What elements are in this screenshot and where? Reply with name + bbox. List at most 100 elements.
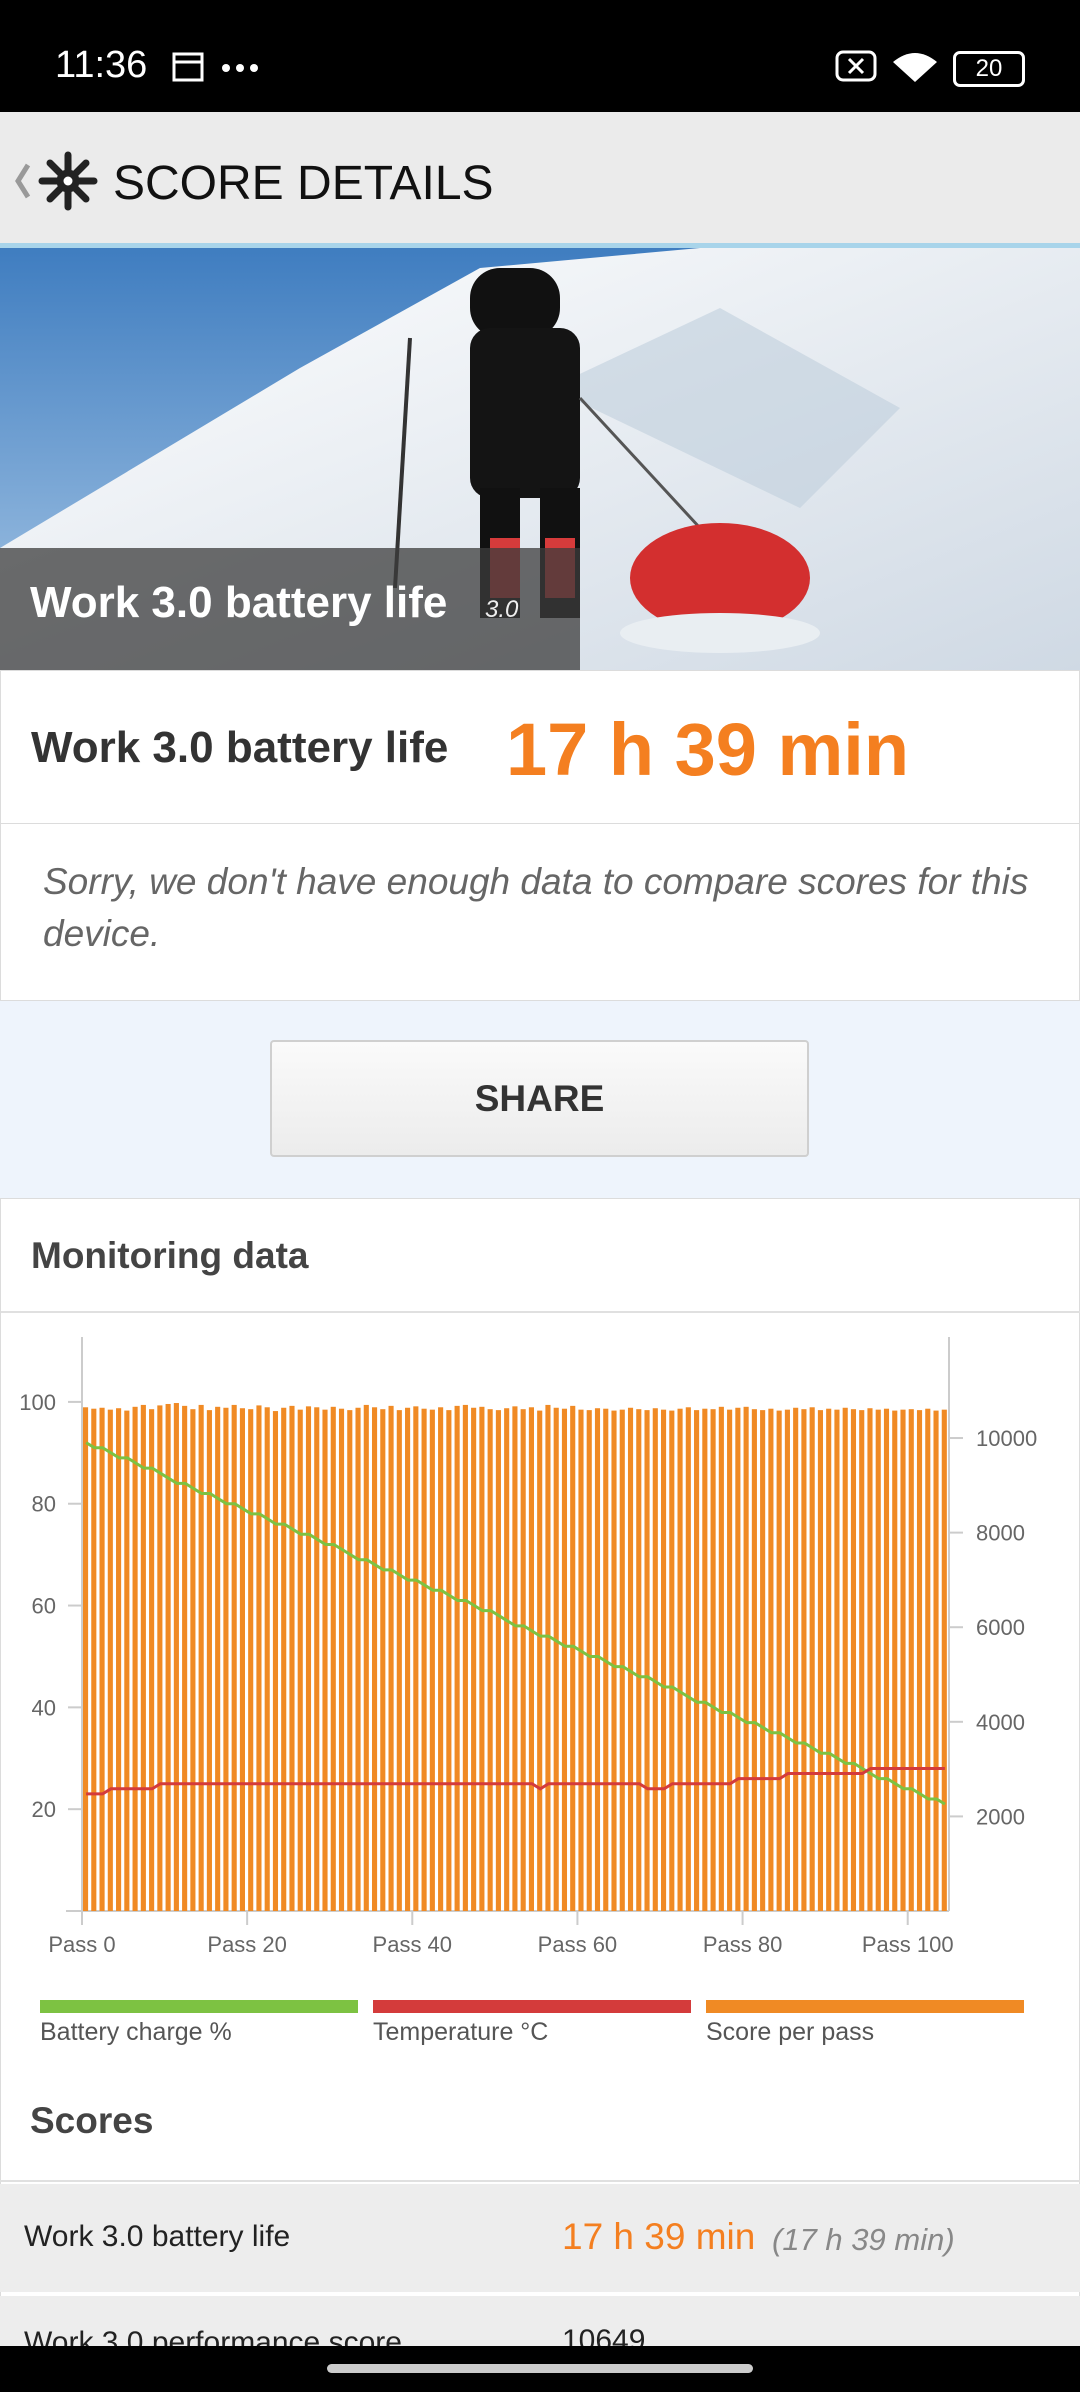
status-icons xyxy=(172,52,258,82)
bar xyxy=(99,1407,105,1911)
back-logo[interactable] xyxy=(10,147,100,217)
bar xyxy=(314,1407,320,1911)
home-handle[interactable] xyxy=(327,2364,753,2373)
bar xyxy=(149,1409,155,1911)
bar xyxy=(900,1409,906,1911)
bar xyxy=(239,1408,245,1911)
bar xyxy=(537,1410,543,1911)
bar xyxy=(875,1409,881,1911)
bar xyxy=(751,1409,757,1911)
bar xyxy=(322,1409,328,1911)
bar xyxy=(941,1409,947,1911)
bar xyxy=(594,1408,601,1911)
bar xyxy=(545,1404,551,1911)
bar xyxy=(710,1409,716,1911)
y-tick-label: 20 xyxy=(32,1797,56,1822)
bar xyxy=(933,1410,939,1911)
bar xyxy=(504,1408,510,1911)
x-tick-label: Pass 20 xyxy=(207,1932,287,1957)
bar xyxy=(248,1409,254,1911)
bar xyxy=(842,1407,848,1911)
notice-box: Sorry, we don't have enough data to comp… xyxy=(0,823,1080,1001)
bar xyxy=(272,1411,279,1911)
bar xyxy=(405,1407,411,1911)
bar xyxy=(446,1410,452,1911)
bar xyxy=(124,1410,130,1911)
scores-title: Scores xyxy=(30,2100,154,2141)
bar xyxy=(462,1404,468,1911)
bar xyxy=(586,1410,592,1911)
bar xyxy=(660,1409,667,1911)
bar xyxy=(760,1410,766,1911)
bar xyxy=(793,1407,799,1911)
legend-label: Score per pass xyxy=(706,2018,874,2046)
bar xyxy=(413,1406,419,1911)
bar xyxy=(132,1406,138,1911)
bar xyxy=(727,1409,733,1911)
status-bar: 11:36 20 xyxy=(0,0,1080,112)
bar xyxy=(908,1409,914,1911)
bar xyxy=(677,1408,683,1911)
bar xyxy=(834,1409,840,1911)
result-label: Work 3.0 battery life xyxy=(31,723,449,772)
bar xyxy=(784,1409,790,1911)
bar xyxy=(652,1408,658,1911)
hero-overlay xyxy=(0,548,580,670)
bar xyxy=(289,1405,295,1911)
status-right-icons xyxy=(835,50,937,82)
x-tick-label: Pass 0 xyxy=(48,1932,115,1957)
clock: 11:36 xyxy=(55,44,148,86)
bar xyxy=(82,1407,89,1911)
bar xyxy=(338,1408,345,1911)
bar xyxy=(644,1410,650,1911)
score-value: 17 h 39 min xyxy=(562,2216,756,2257)
bar xyxy=(627,1407,634,1911)
y2-tick-label: 6000 xyxy=(976,1615,1025,1640)
bar xyxy=(561,1408,568,1911)
x-tick-label: Pass 60 xyxy=(538,1932,618,1957)
bar xyxy=(867,1408,873,1911)
bar xyxy=(206,1410,212,1911)
bar xyxy=(925,1408,931,1911)
bar xyxy=(883,1408,890,1911)
header-divider xyxy=(0,243,1080,248)
x-tick-label: Pass 100 xyxy=(862,1932,954,1957)
share-button[interactable]: SHARE xyxy=(270,1040,809,1157)
bar xyxy=(520,1409,526,1911)
y2-tick-label: 8000 xyxy=(976,1521,1025,1546)
bar xyxy=(107,1409,113,1911)
bar xyxy=(380,1409,386,1911)
y-tick-label: 80 xyxy=(32,1492,56,1517)
line xyxy=(86,1767,945,1796)
hero-title: Work 3.0 battery life xyxy=(30,578,448,627)
legend-swatch xyxy=(373,2000,691,2013)
app-bar: SCORE DETAILS xyxy=(0,112,1080,245)
bar xyxy=(429,1409,435,1911)
score-note: (17 h 39 min) xyxy=(772,2222,955,2257)
y2-tick-label: 4000 xyxy=(976,1710,1025,1735)
bar xyxy=(850,1409,857,1911)
bar xyxy=(305,1406,312,1911)
legend-label: Battery charge % xyxy=(40,2018,232,2046)
bar xyxy=(173,1403,179,1911)
bar xyxy=(694,1410,700,1911)
bar xyxy=(528,1407,534,1911)
bar xyxy=(388,1405,394,1911)
bar xyxy=(553,1407,559,1911)
bar xyxy=(702,1408,708,1911)
result-value: 17 h 39 min xyxy=(506,708,910,791)
legend-swatch xyxy=(40,2000,358,2013)
battery-indicator: 20 xyxy=(953,51,1025,87)
bar xyxy=(297,1409,303,1911)
x-tick-label: Pass 80 xyxy=(703,1932,783,1957)
score-row: Work 3.0 battery life 17 h 39 min (17 h … xyxy=(0,2184,1080,2292)
bar xyxy=(859,1410,865,1911)
bar xyxy=(363,1404,369,1911)
bar xyxy=(826,1408,832,1911)
y2-tick-label: 2000 xyxy=(976,1804,1025,1829)
bar xyxy=(157,1405,163,1911)
bar xyxy=(396,1410,402,1911)
bar xyxy=(190,1409,196,1911)
bar xyxy=(264,1407,270,1911)
